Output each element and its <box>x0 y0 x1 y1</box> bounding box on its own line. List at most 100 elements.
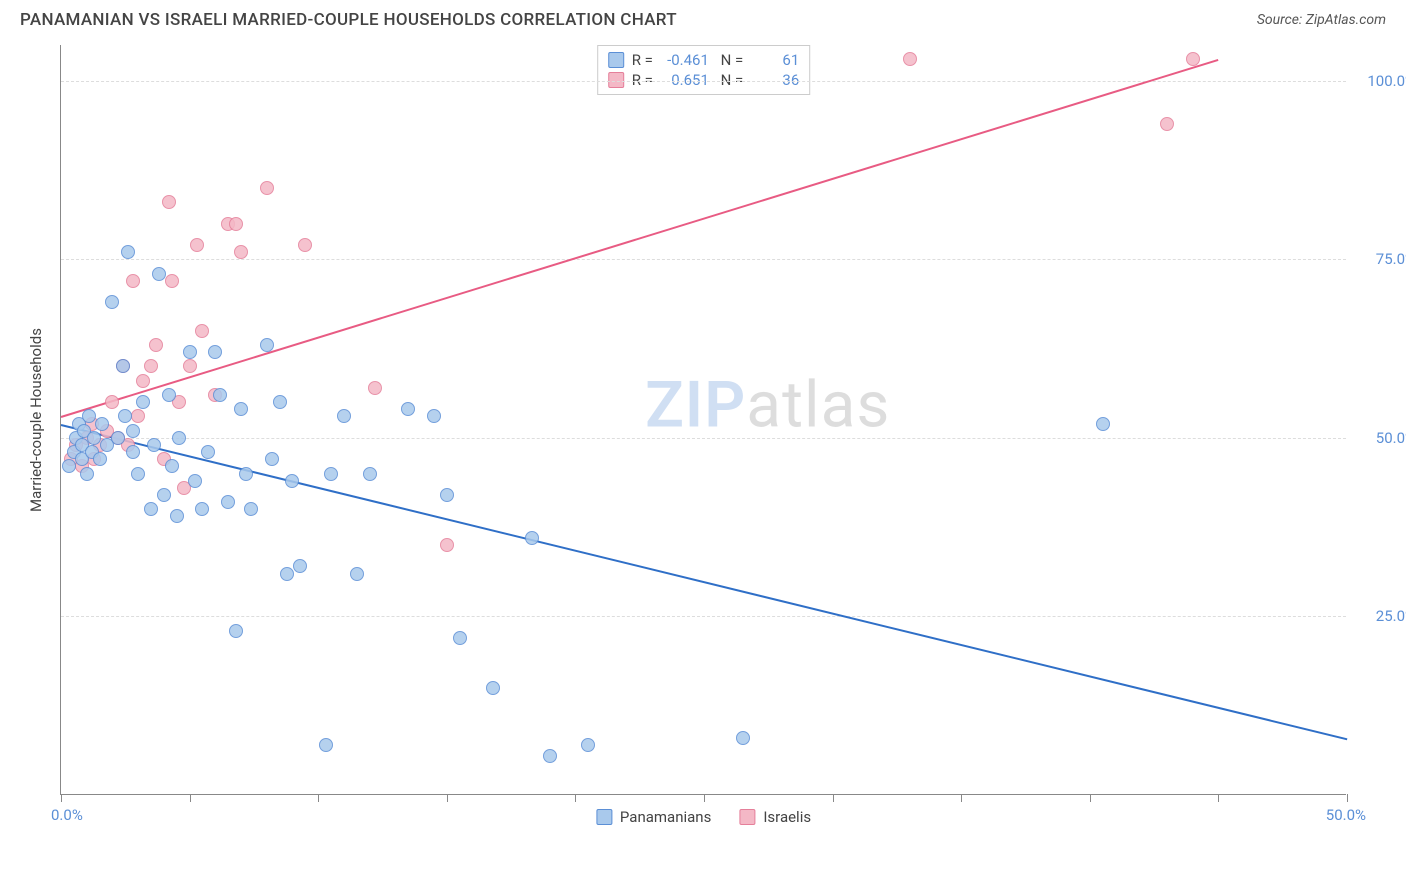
data-point-israelis <box>190 238 204 252</box>
data-point-israelis <box>183 359 197 373</box>
data-point-panamanians <box>136 395 150 409</box>
data-point-panamanians <box>183 345 197 359</box>
data-point-panamanians <box>201 445 215 459</box>
data-point-panamanians <box>147 438 161 452</box>
x-tick <box>61 794 62 802</box>
data-point-israelis <box>195 324 209 338</box>
data-point-israelis <box>144 359 158 373</box>
data-point-panamanians <box>486 681 500 695</box>
data-point-panamanians <box>427 409 441 423</box>
y-tick-label: 50.0% <box>1356 429 1406 447</box>
data-point-israelis <box>903 52 917 66</box>
r-label: R = <box>632 51 653 69</box>
data-point-panamanians <box>126 424 140 438</box>
chart-title: PANAMANIAN VS ISRAELI MARRIED-COUPLE HOU… <box>20 10 677 30</box>
data-point-panamanians <box>80 467 94 481</box>
x-tick <box>961 794 962 802</box>
r-value-panamanians: -0.461 <box>661 51 709 69</box>
regression-line-israelis <box>61 59 1219 418</box>
n-value-panamanians: 61 <box>751 51 799 69</box>
data-point-panamanians <box>736 731 750 745</box>
data-point-israelis <box>298 238 312 252</box>
data-point-panamanians <box>319 738 333 752</box>
regression-line-panamanians <box>61 424 1347 740</box>
data-point-israelis <box>105 395 119 409</box>
series-legend: Panamanians Israelis <box>596 808 811 826</box>
y-axis-label: Married-couple Households <box>27 328 45 512</box>
swatch-israelis <box>739 809 755 825</box>
data-point-panamanians <box>195 502 209 516</box>
data-point-israelis <box>165 274 179 288</box>
data-point-panamanians <box>157 488 171 502</box>
data-point-panamanians <box>121 245 135 259</box>
x-axis-max-label: 50.0% <box>1326 806 1366 824</box>
correlation-legend: R = -0.461 N = 61 R = 0.651 N = 36 <box>597 45 811 95</box>
data-point-israelis <box>136 374 150 388</box>
x-tick <box>1218 794 1219 802</box>
data-point-panamanians <box>116 359 130 373</box>
swatch-panamanians <box>608 52 624 68</box>
data-point-panamanians <box>229 624 243 638</box>
data-point-panamanians <box>1096 417 1110 431</box>
x-tick <box>318 794 319 802</box>
data-point-panamanians <box>172 431 186 445</box>
data-point-panamanians <box>234 402 248 416</box>
chart-header: PANAMANIAN VS ISRAELI MARRIED-COUPLE HOU… <box>0 0 1406 35</box>
data-point-panamanians <box>152 267 166 281</box>
chart-container: ZIPatlas Married-couple Households R = -… <box>20 35 1386 845</box>
data-point-israelis <box>234 245 248 259</box>
y-tick-label: 75.0% <box>1356 250 1406 268</box>
data-point-panamanians <box>87 431 101 445</box>
data-point-panamanians <box>265 452 279 466</box>
data-point-israelis <box>368 381 382 395</box>
data-point-panamanians <box>401 402 415 416</box>
data-point-panamanians <box>363 467 377 481</box>
x-axis-min-label: 0.0% <box>51 806 83 824</box>
data-point-panamanians <box>208 345 222 359</box>
data-point-panamanians <box>82 409 96 423</box>
grid-line <box>61 438 1346 439</box>
legend-row-panamanians: R = -0.461 N = 61 <box>608 50 800 70</box>
data-point-panamanians <box>126 445 140 459</box>
x-tick <box>704 794 705 802</box>
data-point-panamanians <box>111 431 125 445</box>
data-point-panamanians <box>350 567 364 581</box>
data-point-panamanians <box>324 467 338 481</box>
data-point-panamanians <box>543 749 557 763</box>
data-point-panamanians <box>105 295 119 309</box>
data-point-panamanians <box>188 474 202 488</box>
data-point-panamanians <box>280 567 294 581</box>
data-point-israelis <box>1186 52 1200 66</box>
data-point-israelis <box>149 338 163 352</box>
data-point-panamanians <box>162 388 176 402</box>
x-tick <box>833 794 834 802</box>
data-point-panamanians <box>244 502 258 516</box>
x-tick <box>1347 794 1348 802</box>
data-point-israelis <box>229 217 243 231</box>
x-tick <box>1090 794 1091 802</box>
legend-item-israelis: Israelis <box>739 808 811 826</box>
data-point-panamanians <box>337 409 351 423</box>
data-point-israelis <box>1160 117 1174 131</box>
data-point-panamanians <box>62 459 76 473</box>
y-tick-label: 100.0% <box>1356 72 1406 90</box>
data-point-panamanians <box>581 738 595 752</box>
legend-item-panamanians: Panamanians <box>596 808 711 826</box>
data-point-panamanians <box>453 631 467 645</box>
x-tick <box>447 794 448 802</box>
legend-label-israelis: Israelis <box>763 808 811 826</box>
n-label: N = <box>717 51 743 69</box>
data-point-panamanians <box>95 417 109 431</box>
x-tick <box>190 794 191 802</box>
x-tick <box>575 794 576 802</box>
data-point-panamanians <box>285 474 299 488</box>
data-point-israelis <box>440 538 454 552</box>
data-point-panamanians <box>273 395 287 409</box>
grid-line <box>61 616 1346 617</box>
data-point-panamanians <box>118 409 132 423</box>
data-point-panamanians <box>440 488 454 502</box>
data-point-panamanians <box>525 531 539 545</box>
data-point-panamanians <box>213 388 227 402</box>
y-tick-label: 25.0% <box>1356 607 1406 625</box>
data-point-panamanians <box>221 495 235 509</box>
